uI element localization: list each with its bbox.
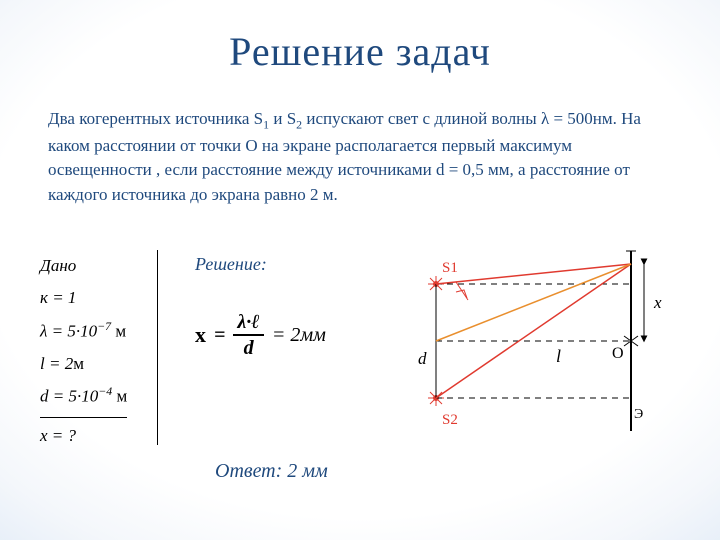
- given-line: к = 1: [40, 282, 127, 314]
- formula-x: х: [195, 322, 206, 348]
- given-line: l = 2м: [40, 348, 127, 380]
- diagram: S1 S2 d l O x Э: [396, 236, 676, 446]
- formula: х = λ·ℓ d = 2мм: [195, 312, 326, 358]
- problem-text: Два когерентных источника S1 и S2 испуск…: [0, 75, 720, 208]
- equals-icon: =: [214, 324, 225, 347]
- label-l: l: [556, 346, 561, 366]
- given-line: x = ?: [40, 417, 127, 452]
- label-screen: Э: [634, 407, 643, 422]
- label-o: O: [612, 345, 624, 362]
- given-heading: Дано: [40, 250, 127, 282]
- answer: Ответ: 2 мм: [215, 460, 328, 483]
- result-text: = 2мм: [272, 324, 326, 347]
- label-s2: S2: [442, 412, 458, 428]
- label-d: d: [418, 349, 427, 368]
- label-x: x: [653, 293, 662, 312]
- given-block: Дано к = 1 λ = 5·10−7 м l = 2м d = 5·10−…: [40, 250, 158, 445]
- label-s1: S1: [442, 260, 458, 276]
- work-area: Дано к = 1 λ = 5·10−7 м l = 2м d = 5·10−…: [40, 250, 680, 510]
- given-line: d = 5·10−4 м: [40, 380, 127, 413]
- slide-title: Решение задач: [0, 0, 720, 75]
- numerator: λ·ℓ: [233, 312, 263, 336]
- denominator: d: [244, 336, 254, 358]
- solution-label: Решение:: [195, 254, 267, 275]
- fraction: λ·ℓ d: [233, 312, 263, 358]
- given-line: λ = 5·10−7 м: [40, 315, 127, 348]
